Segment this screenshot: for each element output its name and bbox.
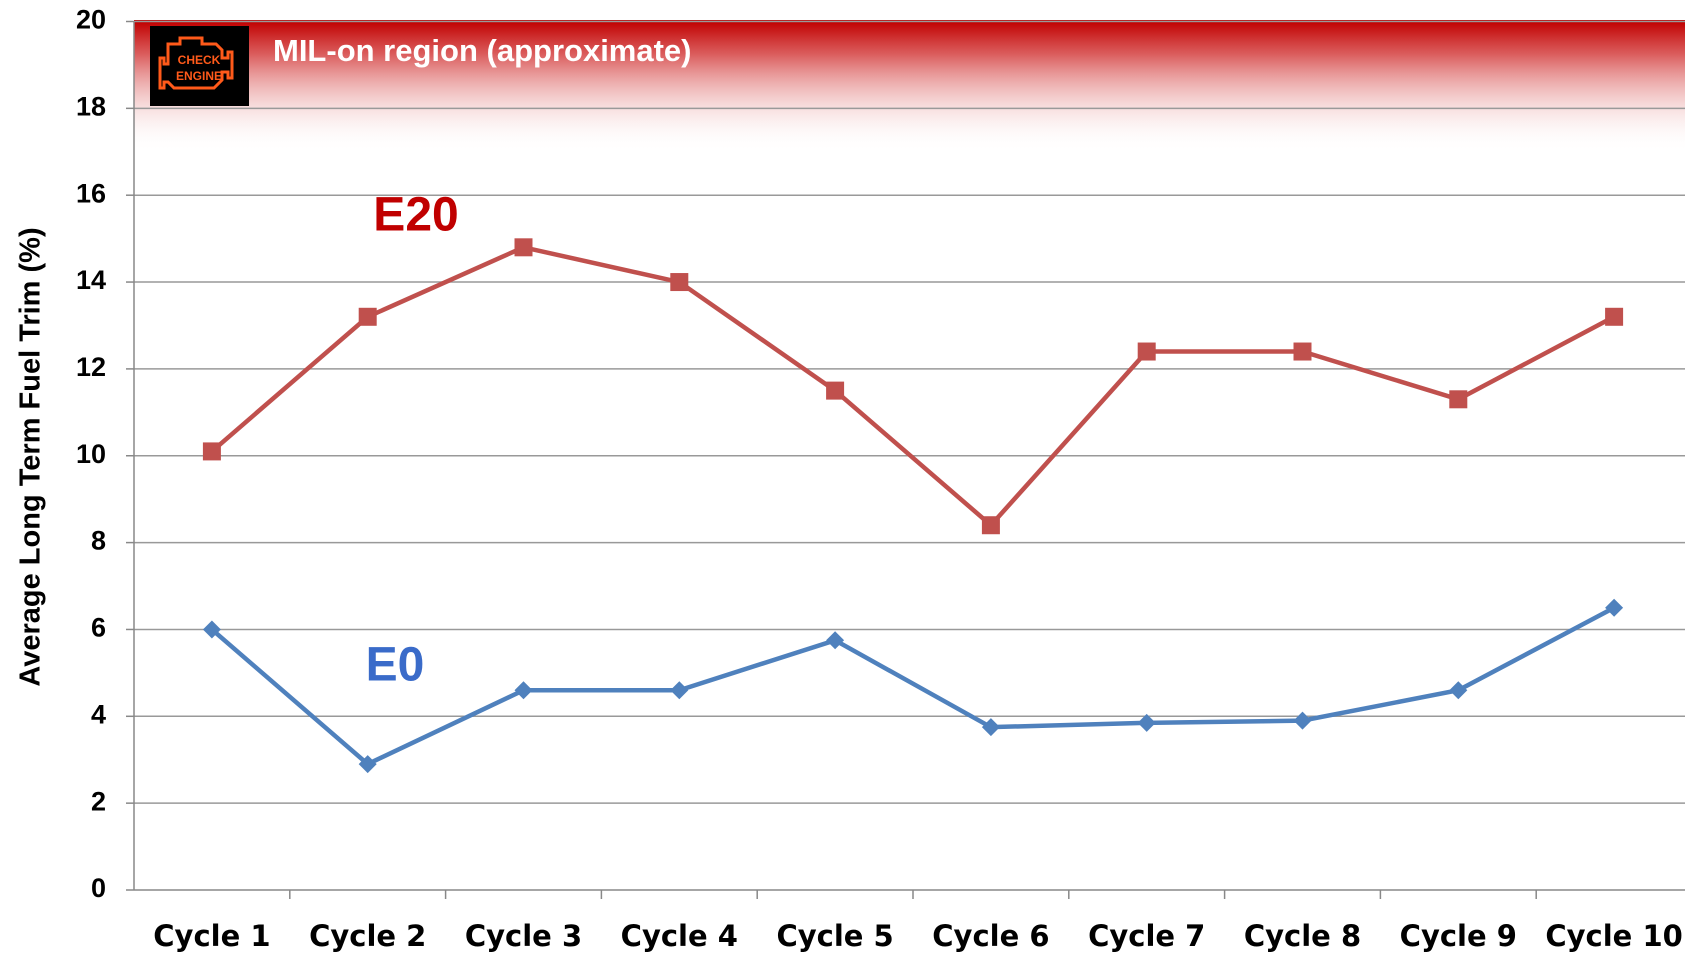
- x-tick-label: Cycle 10: [1545, 919, 1682, 953]
- x-tick-label: Cycle 2: [309, 919, 426, 953]
- marker: [1293, 342, 1312, 361]
- x-tick-label: Cycle 7: [1088, 919, 1205, 953]
- x-tick-label: Cycle 8: [1244, 919, 1361, 953]
- y-tick-label: 8: [91, 526, 106, 556]
- marker: [670, 273, 689, 292]
- series-line: [210, 605, 1616, 767]
- y-tick-label: 20: [76, 5, 106, 35]
- x-tick-label: Cycle 4: [621, 919, 738, 953]
- marker: [1293, 711, 1312, 730]
- marker: [1605, 307, 1624, 326]
- x-tick-label: Cycle 9: [1400, 919, 1517, 953]
- marker: [514, 238, 533, 257]
- series-line: [210, 244, 1616, 529]
- y-tick-label: 10: [76, 439, 106, 469]
- y-tick-label: 0: [91, 873, 106, 903]
- y-tick-label: 18: [76, 91, 106, 121]
- x-tick-label: Cycle 1: [153, 919, 270, 953]
- marker: [1137, 342, 1156, 361]
- marker: [981, 516, 1000, 535]
- marker: [670, 681, 689, 700]
- marker: [1449, 681, 1468, 700]
- y-tick-label: 2: [91, 786, 106, 816]
- icon-engine: [158, 36, 234, 90]
- y-axis-label: Average Long Term Fuel Trim (%): [15, 227, 47, 686]
- series-label: E20: [373, 189, 458, 242]
- x-tick-label: Cycle 5: [776, 919, 893, 953]
- marker: [826, 631, 845, 650]
- marker: [358, 755, 377, 774]
- marker: [514, 681, 533, 700]
- marker: [981, 718, 1000, 737]
- band-label: MIL-on region (approximate): [273, 33, 692, 68]
- marker: [202, 620, 221, 639]
- icon-text: ENGINE: [176, 69, 222, 83]
- y-tick-label: 12: [76, 352, 106, 382]
- x-tick-label: Cycle 6: [932, 919, 1049, 953]
- check-engine-icon: CHECK ENGINE: [150, 26, 249, 106]
- mil-band: [134, 21, 1685, 152]
- y-tick-label: 6: [91, 613, 106, 643]
- marker: [826, 381, 845, 400]
- marker: [1605, 598, 1624, 617]
- marker: [1137, 713, 1156, 732]
- icon-text: CHECK: [178, 53, 221, 67]
- x-tick-label: Cycle 3: [465, 919, 582, 953]
- y-tick-label: 14: [76, 265, 106, 295]
- marker: [1449, 390, 1468, 409]
- y-tick-label: 16: [76, 178, 106, 208]
- marker: [358, 307, 377, 326]
- marker: [202, 442, 221, 461]
- series-label: E0: [366, 639, 425, 692]
- y-tick-label: 4: [91, 699, 106, 729]
